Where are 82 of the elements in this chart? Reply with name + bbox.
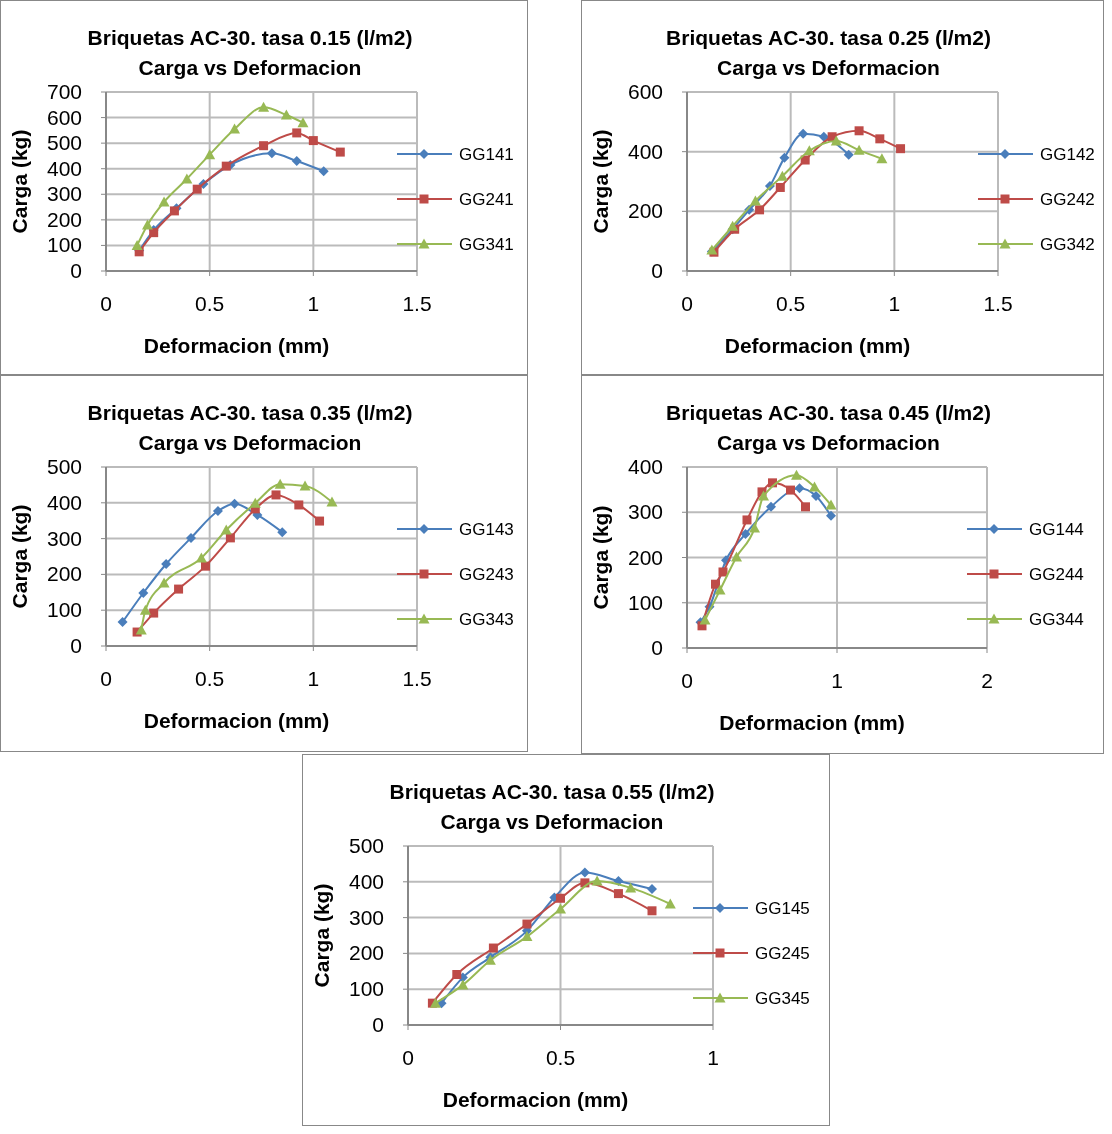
y-tick-label: 200: [627, 199, 663, 223]
x-tick-label: 1.5: [983, 292, 1013, 315]
y-tick-label: 0: [372, 1013, 384, 1036]
x-tick-label: 0: [681, 292, 693, 315]
legend-label: GG141: [459, 145, 514, 164]
chart-subtitle: Carga vs Deformacion: [717, 431, 940, 454]
legend-label: GG242: [1040, 190, 1095, 209]
y-tick-label: 400: [627, 455, 663, 478]
legend-label: GG342: [1040, 235, 1095, 254]
y-tick-label: 600: [46, 105, 82, 129]
chart-subtitle: Carga vs Deformacion: [440, 810, 664, 833]
chart-title: Briquetas AC-30. tasa 0.15 (l/m2): [87, 26, 413, 49]
chart-title: Briquetas AC-30. tasa 0.25 (l/m2): [666, 26, 991, 49]
legend-label: GG145: [755, 899, 810, 918]
x-tick-label: 1: [307, 292, 320, 315]
x-tick-label: 1: [888, 292, 901, 315]
y-tick-label: 0: [651, 636, 663, 659]
y-tick-label: 500: [46, 455, 82, 478]
chart-subtitle: Carga vs Deformacion: [138, 431, 362, 454]
x-axis-title: Deformacion (mm): [143, 709, 330, 732]
y-axis-title: Carga (kg): [589, 505, 612, 610]
x-tick-label: 0.5: [776, 292, 806, 315]
y-tick-label: 300: [348, 905, 384, 929]
legend-label: GG142: [1040, 145, 1095, 164]
x-tick-label: 1: [307, 667, 320, 690]
y-tick-label: 100: [46, 233, 82, 257]
y-tick-label: 0: [651, 259, 663, 282]
y-tick-label: 100: [46, 598, 82, 622]
y-tick-label: 400: [348, 869, 384, 893]
y-tick-label: 0: [70, 634, 82, 657]
y-tick-label: 400: [46, 490, 82, 514]
y-tick-label: 200: [348, 941, 384, 965]
y-tick-label: 300: [46, 526, 82, 550]
x-axis-title: Deformacion (mm): [442, 1088, 629, 1111]
x-tick-label: 2: [981, 669, 993, 692]
y-axis-title: Carga (kg): [8, 129, 31, 234]
y-tick-label: 100: [627, 590, 663, 614]
y-tick-label: 600: [627, 80, 663, 103]
legend-label: GG345: [755, 989, 810, 1008]
chart-subtitle: Carga vs Deformacion: [138, 56, 362, 79]
x-tick-label: 1: [831, 669, 843, 692]
legend-label: GG344: [1029, 610, 1084, 629]
y-axis-title: Carga (kg): [310, 883, 333, 988]
x-tick-label: 0: [402, 1046, 414, 1069]
y-tick-label: 200: [46, 562, 82, 586]
legend-label: GG243: [459, 565, 514, 584]
x-tick-label: 1: [707, 1046, 719, 1069]
y-tick-label: 700: [46, 80, 82, 103]
x-tick-label: 1.5: [402, 667, 432, 690]
y-tick-label: 400: [46, 156, 82, 180]
y-tick-label: 200: [46, 207, 82, 231]
x-tick-label: 1.5: [402, 292, 432, 315]
y-tick-label: 0: [70, 259, 82, 282]
x-tick-label: 0: [100, 667, 112, 690]
legend-label: GG241: [459, 190, 514, 209]
x-axis-title: Deformacion (mm): [143, 334, 330, 357]
x-axis-title: Deformacion (mm): [724, 334, 911, 357]
y-axis-title: Carga (kg): [8, 504, 31, 609]
y-tick-label: 300: [46, 182, 82, 206]
chart-subtitle: Carga vs Deformacion: [717, 56, 940, 79]
legend-label: GG343: [459, 610, 514, 629]
y-tick-label: 400: [627, 139, 663, 163]
chart-title: Briquetas AC-30. tasa 0.35 (l/m2): [87, 401, 413, 424]
legend-label: GG244: [1029, 565, 1084, 584]
x-tick-label: 0.5: [195, 667, 225, 690]
x-tick-label: 0.5: [545, 1046, 576, 1069]
y-tick-label: 300: [627, 500, 663, 524]
x-tick-label: 0.5: [195, 292, 225, 315]
legend-label: GG144: [1029, 520, 1084, 539]
y-axis-title: Carga (kg): [589, 129, 612, 234]
y-tick-label: 500: [46, 131, 82, 155]
y-tick-label: 100: [348, 977, 384, 1001]
x-tick-label: 0: [681, 669, 693, 692]
x-axis-title: Deformacion (mm): [719, 711, 905, 734]
chart-title: Briquetas AC-30. tasa 0.45 (l/m2): [666, 401, 991, 424]
x-tick-label: 0: [100, 292, 112, 315]
legend-label: GG245: [755, 944, 810, 963]
legend-label: GG341: [459, 235, 514, 254]
y-tick-label: 200: [627, 545, 663, 569]
y-tick-label: 500: [348, 834, 384, 857]
legend-label: GG143: [459, 520, 514, 539]
chart-title: Briquetas AC-30. tasa 0.55 (l/m2): [389, 780, 715, 803]
